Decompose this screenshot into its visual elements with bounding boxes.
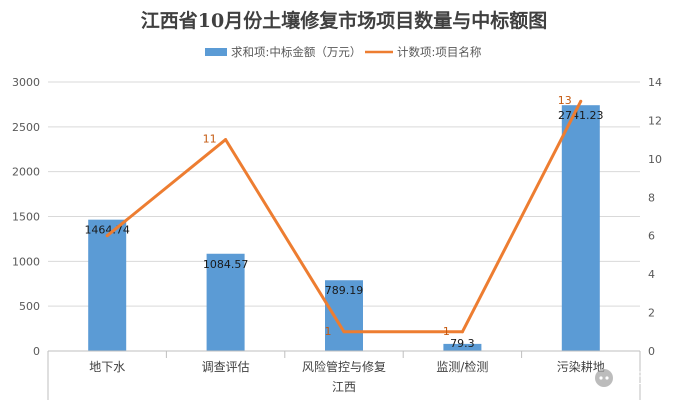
line-point (579, 99, 583, 103)
line-data-label: 13 (558, 94, 572, 107)
line-point (105, 234, 109, 238)
chat-bubble-icon (595, 369, 613, 387)
bar (88, 219, 127, 351)
y-left-tick-label: 2000 (12, 166, 40, 179)
y-right-tick-label: 0 (648, 345, 655, 358)
x-tick-label: 污染耕地 (557, 359, 605, 374)
watermark: 上行者 (595, 369, 659, 387)
y-right-tick-label: 12 (648, 114, 662, 127)
bar (443, 343, 482, 351)
line-data-label: 1 (443, 325, 450, 338)
y-right-tick-label: 14 (648, 76, 662, 89)
legend-label-bar: 求和项:中标金额（万元） (231, 45, 361, 59)
x-tick-label: 风险管控与修复 (302, 359, 386, 374)
y-left-tick-label: 1500 (12, 211, 40, 224)
x-tick-label: 监测/检测 (436, 359, 488, 374)
legend-swatch-bar (205, 48, 227, 56)
bar-data-label: 79.3 (450, 337, 475, 350)
bar (325, 280, 363, 351)
bar (561, 105, 600, 352)
y-right-tick-label: 10 (648, 153, 662, 166)
line-point (342, 330, 346, 334)
line-series: 111 113 (105, 94, 583, 338)
legend: 求和项:中标金额（万元） 计数项:项目名称 (205, 45, 482, 59)
bar (206, 253, 245, 351)
y-right-tick-label: 4 (648, 268, 655, 281)
chart-title: 江西省10月份土壤修复市场项目数量与中标额图 (141, 9, 547, 32)
line-point (224, 138, 228, 142)
x-tick-label: 调查评估 (202, 360, 250, 374)
legend-label-line: 计数项:项目名称 (397, 45, 482, 59)
line-data-label: 1 (325, 325, 332, 338)
bar-data-label: 1084.57 (203, 258, 249, 271)
bar-data-label: 2741.23 (558, 109, 604, 122)
x-group-label: 江西 (332, 380, 356, 394)
gridlines (48, 81, 640, 307)
y-left-tick-label: 0 (33, 345, 40, 358)
x-tick-label: 地下水 (89, 360, 125, 374)
y-right-tick-label: 2 (648, 307, 655, 320)
y-axis-left: 0 500 1000 1500 2000 2500 3000 (12, 76, 40, 358)
line-data-label: 11 (203, 133, 217, 146)
line-point (460, 330, 464, 334)
y-left-tick-label: 2500 (12, 121, 40, 134)
y-left-tick-label: 3000 (12, 76, 40, 89)
y-right-tick-label: 8 (648, 191, 655, 204)
y-right-tick-label: 6 (648, 230, 655, 243)
y-left-tick-label: 500 (19, 300, 40, 313)
watermark-text: 上行者 (617, 371, 659, 387)
bar-data-label: 789.19 (325, 284, 364, 297)
y-left-tick-label: 1000 (12, 255, 40, 268)
y-axis-right: 0 2 4 6 8 10 12 14 (648, 76, 662, 358)
